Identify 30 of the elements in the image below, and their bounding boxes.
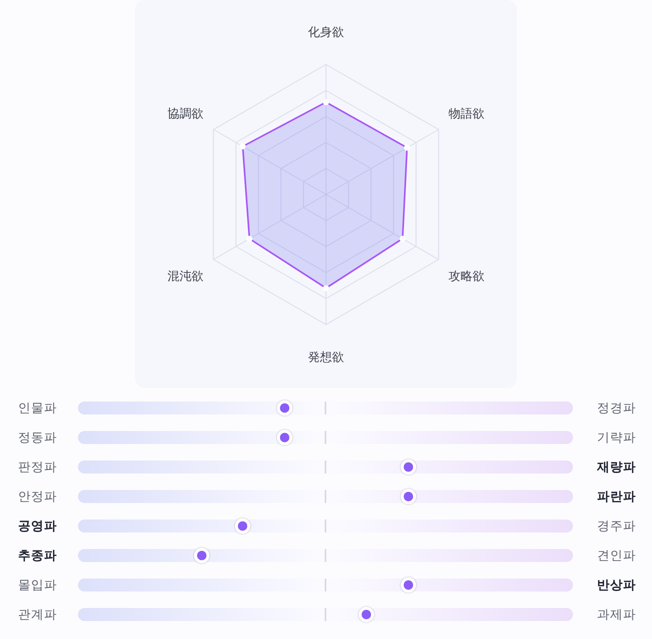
spoke-label: 物語欲 — [448, 106, 485, 120]
y2-tick-label: 견인파 — [597, 548, 636, 562]
point — [358, 606, 374, 622]
y-tick-label: 추종파 — [18, 548, 57, 562]
spoke-label: 発想欲 — [308, 350, 344, 364]
point — [194, 548, 210, 564]
point — [400, 488, 416, 504]
spoke-label: 混沌欲 — [167, 268, 204, 283]
point — [234, 518, 250, 534]
y2-tick-label: 파란파 — [597, 490, 636, 504]
spoke-label: 化身欲 — [308, 25, 344, 39]
y-tick-label: 인물파 — [18, 401, 57, 415]
y2-tick-label: 과제파 — [597, 608, 636, 622]
y2-tick-label: 재량파 — [596, 460, 636, 474]
y2-tick-label: 정경파 — [597, 401, 636, 415]
y-tick-label: 판정파 — [18, 460, 57, 474]
point — [400, 577, 416, 593]
y-tick-label: 안정파 — [18, 490, 57, 504]
spoke-label: 協調欲 — [167, 106, 204, 120]
point — [400, 459, 416, 475]
spoke-label: 攻略欲 — [448, 268, 485, 283]
y-tick-label: 관계파 — [18, 608, 57, 622]
y2-tick-label: 경주파 — [597, 519, 636, 533]
y-tick-label: 몰입파 — [18, 578, 57, 592]
y-tick-label: 정동파 — [18, 430, 57, 444]
y2-tick-label: 반상파 — [597, 578, 636, 592]
point — [276, 400, 292, 416]
point — [276, 430, 292, 446]
y2-tick-label: 기략파 — [597, 430, 636, 444]
y-tick-label: 공영파 — [18, 519, 57, 533]
